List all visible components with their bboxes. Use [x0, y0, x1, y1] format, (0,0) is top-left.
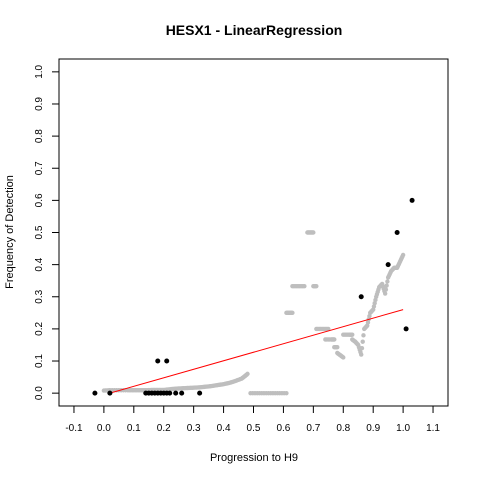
x-tick-label: 0.0 — [97, 423, 111, 434]
x-axis-label: Progression to H9 — [210, 452, 298, 464]
observed-point — [403, 326, 409, 332]
observed-point — [92, 390, 98, 396]
y-tick-label: 0.7 — [34, 161, 45, 175]
observed-point — [179, 390, 185, 396]
smoothed-point — [383, 287, 389, 292]
observed-point — [107, 390, 113, 396]
observed-point — [394, 230, 400, 235]
y-tick-label: 0.2 — [34, 322, 45, 336]
x-tick-label: 0.6 — [276, 423, 290, 434]
smoothed-point — [361, 333, 366, 338]
smoothed-point — [350, 332, 355, 337]
regression-line — [109, 309, 404, 394]
regression-series — [109, 309, 404, 394]
smoothed-point — [245, 371, 250, 377]
observed-point — [385, 262, 391, 268]
observed-point — [155, 358, 161, 364]
plot-frame — [58, 58, 449, 407]
smoothed-point — [311, 230, 316, 235]
x-tick-label: 0.7 — [306, 423, 320, 434]
y-tick-label: 0.8 — [34, 129, 45, 143]
smoothed-point — [335, 345, 340, 350]
smoothed-point — [359, 352, 364, 357]
observed-point — [197, 390, 203, 396]
y-axis-label: Frequency of Detection — [4, 175, 16, 289]
y-tick-label: 0.3 — [34, 289, 45, 303]
smoothed-series — [101, 230, 406, 396]
x-tick-label: 0.1 — [127, 423, 141, 434]
smoothed-point — [326, 326, 331, 332]
smoothed-point — [384, 283, 389, 288]
x-tick-label: 1.0 — [396, 423, 410, 434]
y-tick-label: 0.6 — [34, 193, 45, 207]
observed-point — [173, 390, 179, 396]
smoothed-point — [314, 283, 319, 289]
x-tick-label: -0.1 — [65, 423, 83, 434]
x-tick-label: 0.4 — [217, 423, 231, 434]
smoothed-point — [341, 355, 346, 360]
x-tick-label: 0.9 — [366, 423, 380, 434]
y-tick-label: 0.0 — [34, 386, 45, 400]
chart-title: HESX1 - LinearRegression — [166, 22, 343, 38]
y-axis: 0.0 0.1 0.2 0.3 0.4 0.5 0.6 0.7 0.8 0.9 1.0 — [34, 64, 60, 400]
smoothed-point — [382, 291, 388, 296]
observed-points — [92, 197, 415, 396]
smoothed-point — [385, 279, 390, 284]
y-tick-label: 0.5 — [34, 225, 45, 239]
smoothed-point — [302, 283, 307, 289]
observed-point — [409, 197, 415, 203]
smoothed-point — [332, 337, 337, 342]
y-tick-label: 0.4 — [34, 257, 45, 271]
y-tick-label: 1.0 — [34, 64, 45, 78]
x-tick-label: 0.3 — [187, 423, 201, 434]
smoothed-point — [359, 345, 365, 351]
y-tick-label: 0.9 — [34, 97, 45, 111]
smoothed-point — [400, 252, 406, 258]
x-axis: -0.1 0.0 0.1 0.2 0.3 0.4 0.5 0.6 0.7 0.8 0.9 1.0 1.1 — [65, 405, 440, 434]
smoothed-point — [284, 390, 289, 396]
observed-point — [167, 390, 173, 396]
x-tick-label: 0.5 — [247, 423, 261, 434]
x-tick-label: 0.8 — [336, 423, 350, 434]
smoothed-point — [360, 339, 365, 344]
observed-point — [358, 294, 364, 300]
observed-point — [164, 358, 170, 364]
smoothed-point — [290, 310, 295, 316]
x-tick-label: 0.2 — [157, 423, 171, 434]
x-tick-label: 1.1 — [426, 423, 440, 434]
y-tick-label: 0.1 — [34, 354, 45, 368]
